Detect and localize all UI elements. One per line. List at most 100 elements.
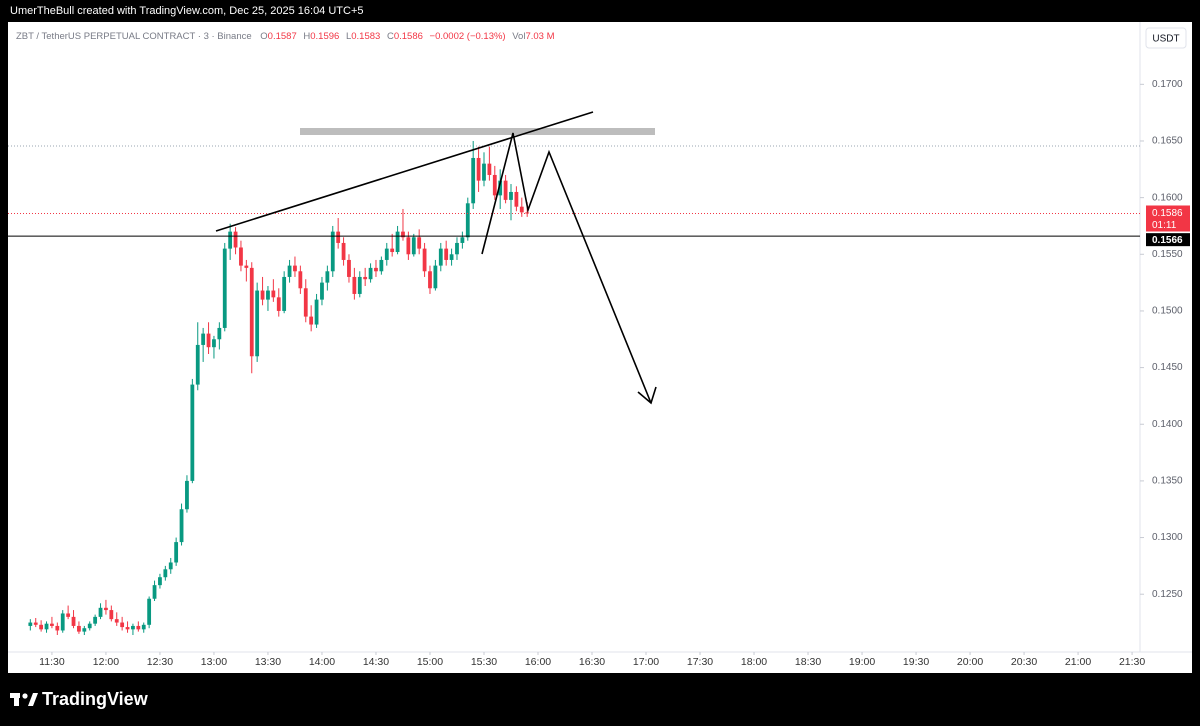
candle-body xyxy=(287,265,292,277)
candle-body xyxy=(201,333,206,345)
candle-body xyxy=(406,237,411,255)
candle-body xyxy=(168,562,173,570)
x-tick-label: 21:30 xyxy=(1119,656,1145,668)
candle-body xyxy=(44,623,49,630)
y-tick-label: 0.1450 xyxy=(1152,362,1183,373)
legend-label: L xyxy=(346,31,351,42)
candle-body xyxy=(368,267,373,280)
candle-body xyxy=(449,254,454,260)
last-price-tag xyxy=(1146,205,1190,232)
candle-body xyxy=(347,259,351,277)
candle-body xyxy=(417,237,422,249)
candle-body xyxy=(260,290,265,300)
candle-body xyxy=(249,267,254,357)
x-tick-label: 13:00 xyxy=(201,656,227,668)
plot: 0.1250 0.1300 0.1350 0.1400 0.1450 0.1500 0.15… xyxy=(8,79,1183,668)
level-tag xyxy=(1146,233,1190,247)
legend-value: 0.1587 xyxy=(268,31,297,42)
candle-body xyxy=(190,384,195,481)
candle-body xyxy=(98,607,103,617)
footer-brand: TradingView xyxy=(42,689,149,709)
x-tick-label: 16:00 xyxy=(525,656,551,668)
logo-part xyxy=(22,693,28,699)
candle-body xyxy=(206,333,211,348)
y-tick-label: 0.1650 xyxy=(1152,136,1183,147)
x-tick-label: 15:00 xyxy=(417,656,443,668)
candle-body xyxy=(217,327,222,340)
y-tick-label: 0.1300 xyxy=(1152,532,1183,543)
level-label: 0.1566 xyxy=(1152,235,1183,246)
candle-body xyxy=(244,265,249,268)
candle-body xyxy=(239,247,243,266)
candle-body xyxy=(66,613,71,617)
currency: USDT xyxy=(1152,34,1179,45)
candle-body xyxy=(114,619,119,623)
legend-change: −0.0002 (−0.13%) xyxy=(430,31,506,42)
candle-body xyxy=(276,297,281,311)
candle-body xyxy=(158,577,162,586)
y-tick-label: 0.1350 xyxy=(1152,476,1183,487)
candle-body xyxy=(255,290,260,357)
candle-body xyxy=(487,163,492,175)
candle-body xyxy=(314,299,319,325)
candle-body xyxy=(303,288,308,317)
candle-body xyxy=(498,180,503,196)
x-tick-label: 17:00 xyxy=(633,656,659,668)
candle-body xyxy=(228,231,233,249)
candle-body xyxy=(309,316,314,325)
legend-label: O xyxy=(260,31,267,42)
x-tick-label: 12:00 xyxy=(93,656,119,668)
x-tick-label: 11:30 xyxy=(39,656,65,668)
candle-body xyxy=(282,276,287,311)
footer-logo xyxy=(10,693,38,706)
candle-body xyxy=(509,191,513,200)
candle-body xyxy=(401,231,405,238)
x-tick-label: 15:30 xyxy=(471,656,497,668)
candle-body xyxy=(465,203,470,238)
legend-label: C xyxy=(387,31,394,42)
candle-body xyxy=(293,265,297,272)
candle-body xyxy=(71,616,76,626)
candle-body xyxy=(374,267,378,272)
x-tick-label: 18:00 xyxy=(741,656,767,668)
y-tick-label: 0.1250 xyxy=(1152,589,1183,600)
candle-body xyxy=(379,259,384,272)
candle-body xyxy=(519,206,524,213)
candle-body xyxy=(455,242,459,255)
candle-body xyxy=(60,613,65,631)
candle-body xyxy=(363,276,368,280)
candle-body xyxy=(39,624,44,630)
candle-body xyxy=(341,242,346,260)
candle-body xyxy=(125,627,130,630)
candle-body xyxy=(163,569,168,578)
candle-body xyxy=(514,191,519,207)
candle-body xyxy=(395,231,400,253)
candle-body xyxy=(411,237,416,255)
x-tick-label: 19:00 xyxy=(849,656,875,668)
candle-body xyxy=(384,248,389,260)
x-tick-label: 13:30 xyxy=(255,656,281,668)
currency-box[interactable] xyxy=(1145,27,1187,49)
candle-body xyxy=(185,480,189,510)
legend-value: 7.03 M xyxy=(525,31,554,42)
logo-part xyxy=(14,693,19,706)
x-tick-label: 17:30 xyxy=(687,656,713,668)
candle-body xyxy=(298,271,303,289)
candle-body xyxy=(428,271,432,289)
candle-body xyxy=(330,231,335,272)
x-tick-label: 19:30 xyxy=(903,656,929,668)
legend-label: Vol xyxy=(512,31,525,42)
legend-value: 0.1596 xyxy=(310,31,339,42)
candle-body xyxy=(438,248,443,266)
candle-body xyxy=(476,157,481,181)
candle-body xyxy=(87,623,92,629)
candle-body xyxy=(422,248,427,272)
candle-body xyxy=(147,598,152,625)
candle-body xyxy=(433,265,438,289)
candle-body xyxy=(471,157,476,204)
candle-body xyxy=(152,585,157,599)
last-price-label: 0.1586 xyxy=(1152,208,1183,219)
x-tick-label: 18:30 xyxy=(795,656,821,668)
